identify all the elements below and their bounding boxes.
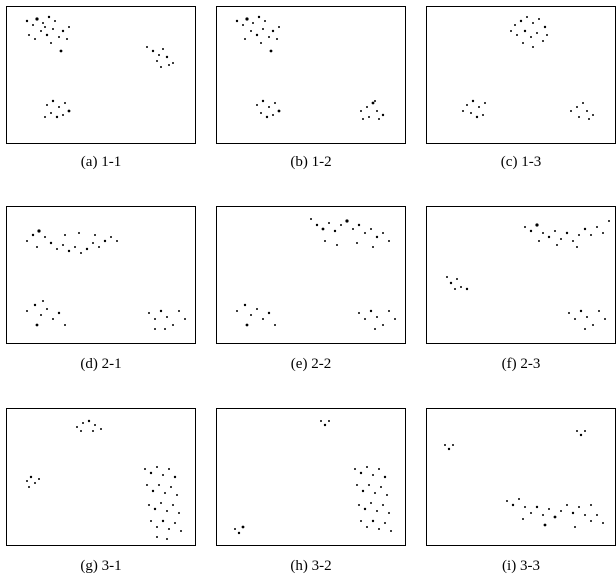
scatter-points-h: [234, 420, 392, 535]
caption-a: (a) 1-1: [80, 154, 122, 170]
caption-e: (e) 2-2: [290, 356, 332, 372]
panel-b: (b) 1-2: [216, 6, 406, 176]
caption-d: (d) 2-1: [80, 356, 122, 372]
caption-c: (c) 1-3: [500, 154, 542, 170]
scatter-plot-a: [6, 6, 196, 144]
scatter-plot-i: [426, 408, 616, 546]
caption-b: (b) 1-2: [290, 154, 332, 170]
scatter-plot-g: [6, 408, 196, 546]
scatter-plot-d: [6, 206, 196, 344]
scatter-points-g: [26, 419, 182, 540]
caption-h: (h) 3-2: [290, 558, 332, 574]
panel-g: (g) 3-1: [6, 408, 196, 582]
scatter-plot-e: [216, 206, 406, 344]
scatter-points-b: [235, 15, 385, 120]
scatter-points-e: [236, 218, 396, 330]
scatter-plot-b: [216, 6, 406, 144]
caption-f: (f) 2-3: [501, 356, 541, 372]
scatter-points-d: [26, 229, 186, 330]
panel-f: (f) 2-3: [426, 206, 616, 376]
scatter-points-c: [462, 16, 594, 120]
caption-i: (i) 3-3: [502, 558, 540, 574]
panel-e: (e) 2-2: [216, 206, 406, 376]
scatter-points-i: [444, 430, 604, 528]
panel-i: (i) 3-3: [426, 408, 616, 582]
panel-d: (d) 2-1: [6, 206, 196, 376]
scatter-plot-f: [426, 206, 616, 344]
panel-a: (a) 1-1: [6, 6, 196, 176]
panel-h: (h) 3-2: [216, 408, 406, 582]
scatter-points-a: [25, 15, 174, 119]
scatter-points-f: [446, 220, 610, 330]
scatter-plot-h: [216, 408, 406, 546]
scatter-plot-c: [426, 6, 616, 144]
caption-g: (g) 3-1: [80, 558, 122, 574]
panel-c: (c) 1-3: [426, 6, 616, 176]
